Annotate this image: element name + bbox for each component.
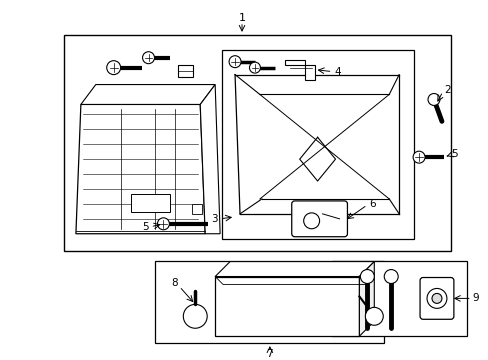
Text: 9: 9 (472, 293, 478, 303)
Polygon shape (215, 262, 373, 276)
Text: 8: 8 (171, 279, 178, 288)
Bar (155, 261, 384, 343)
Text: 4: 4 (334, 67, 341, 77)
Polygon shape (81, 85, 215, 104)
Circle shape (427, 94, 439, 105)
Bar (222, 50, 413, 239)
Polygon shape (284, 60, 314, 80)
Bar (130, 194, 170, 212)
Circle shape (142, 52, 154, 64)
Circle shape (384, 270, 397, 283)
Circle shape (228, 56, 241, 68)
Circle shape (431, 293, 441, 303)
Bar (215, 276, 359, 336)
Text: 6: 6 (368, 199, 375, 209)
Text: 2: 2 (443, 85, 449, 95)
Circle shape (106, 61, 121, 75)
Circle shape (249, 62, 260, 73)
Bar (331, 261, 466, 336)
Circle shape (426, 288, 446, 309)
Bar (178, 65, 193, 77)
Text: 5: 5 (450, 149, 457, 159)
Polygon shape (200, 85, 220, 234)
Circle shape (360, 270, 373, 283)
Text: 7: 7 (266, 349, 273, 359)
Text: 3: 3 (211, 214, 218, 224)
FancyBboxPatch shape (291, 201, 347, 237)
Circle shape (365, 307, 383, 325)
FancyBboxPatch shape (419, 278, 453, 319)
Circle shape (412, 151, 424, 163)
Text: 1: 1 (238, 13, 245, 23)
Circle shape (183, 304, 207, 328)
Bar (64, 35, 450, 251)
Circle shape (303, 213, 319, 229)
Polygon shape (76, 104, 205, 234)
Text: 5: 5 (142, 222, 148, 232)
Bar (192, 204, 202, 214)
Circle shape (157, 218, 169, 230)
Polygon shape (359, 262, 373, 336)
